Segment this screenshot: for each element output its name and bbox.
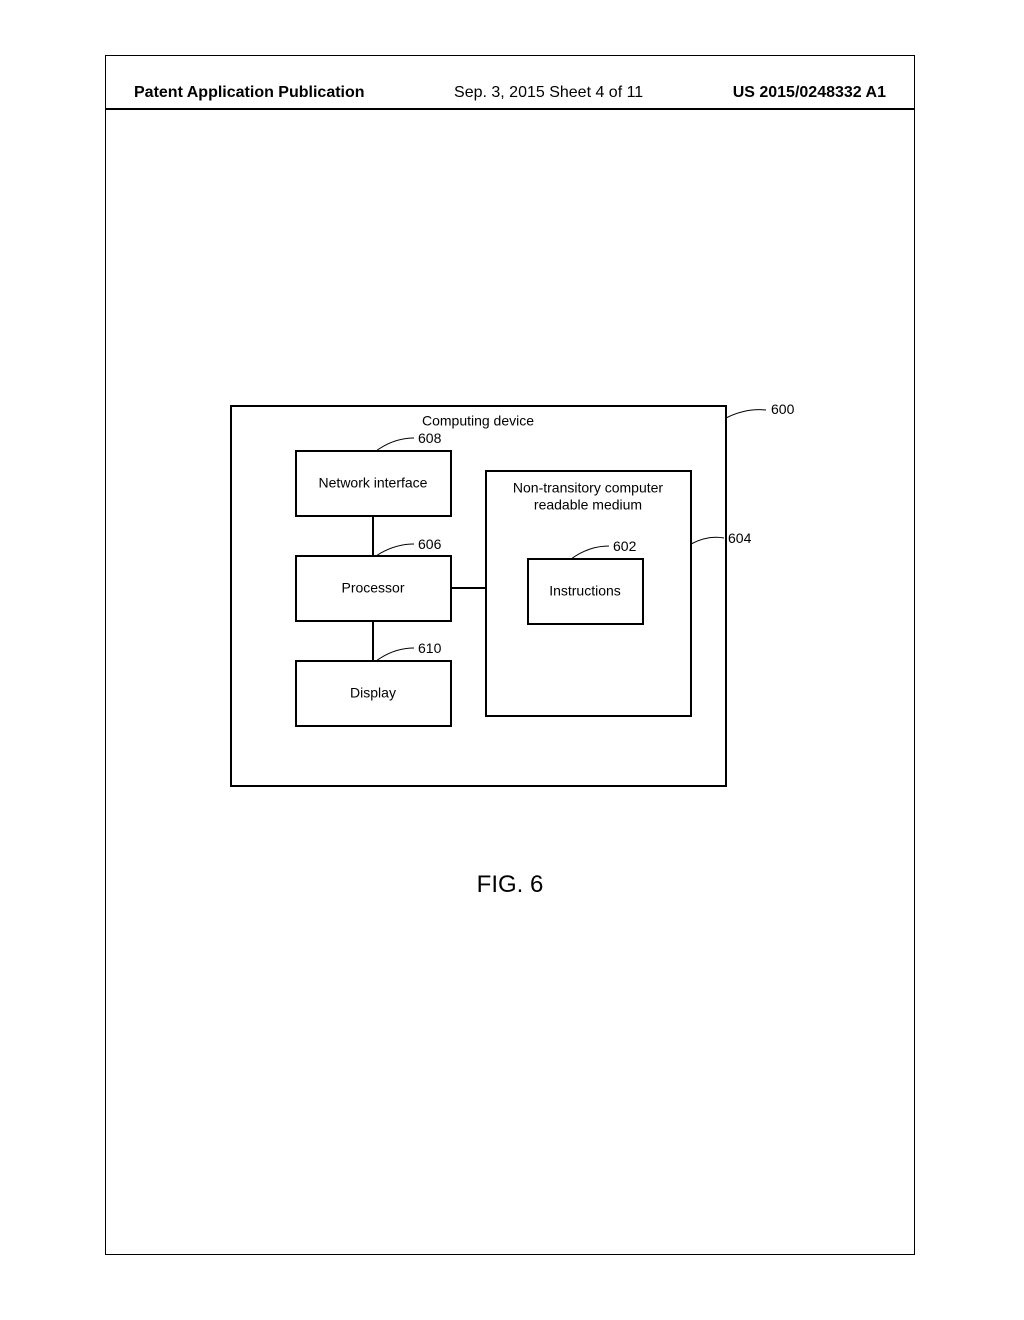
leader-608 bbox=[376, 438, 414, 451]
header-mid: Sep. 3, 2015 Sheet 4 of 11 bbox=[454, 84, 643, 102]
ref-602: 602 bbox=[613, 538, 637, 554]
display-label: Display bbox=[350, 685, 396, 701]
outer-box-title: Computing device bbox=[422, 413, 534, 429]
ref-600: 600 bbox=[771, 401, 795, 417]
header-row: Patent Application Publication Sep. 3, 2… bbox=[106, 84, 914, 102]
page-header: Patent Application Publication Sep. 3, 2… bbox=[106, 84, 914, 110]
network-interface-label: Network interface bbox=[319, 475, 428, 491]
leader-606 bbox=[376, 544, 414, 556]
leader-610 bbox=[376, 648, 414, 661]
header-rule bbox=[106, 108, 914, 110]
leader-602 bbox=[571, 546, 609, 559]
instructions-label: Instructions bbox=[549, 583, 621, 599]
figure-label: FIG. 6 bbox=[106, 871, 914, 899]
header-left: Patent Application Publication bbox=[134, 84, 365, 102]
leader-600 bbox=[726, 410, 766, 418]
page-border: Patent Application Publication Sep. 3, 2… bbox=[105, 55, 915, 1255]
ref-606: 606 bbox=[418, 536, 442, 552]
processor-label: Processor bbox=[341, 580, 404, 596]
ref-610: 610 bbox=[418, 640, 442, 656]
header-right: US 2015/0248332 A1 bbox=[733, 84, 886, 102]
leader-604 bbox=[691, 537, 724, 544]
figure-diagram: Computing device Non-transitory computer… bbox=[166, 396, 856, 856]
ref-608: 608 bbox=[418, 430, 442, 446]
ref-604: 604 bbox=[728, 530, 752, 546]
medium-label-2: readable medium bbox=[534, 497, 642, 513]
medium-label-1: Non-transitory computer bbox=[513, 480, 664, 496]
